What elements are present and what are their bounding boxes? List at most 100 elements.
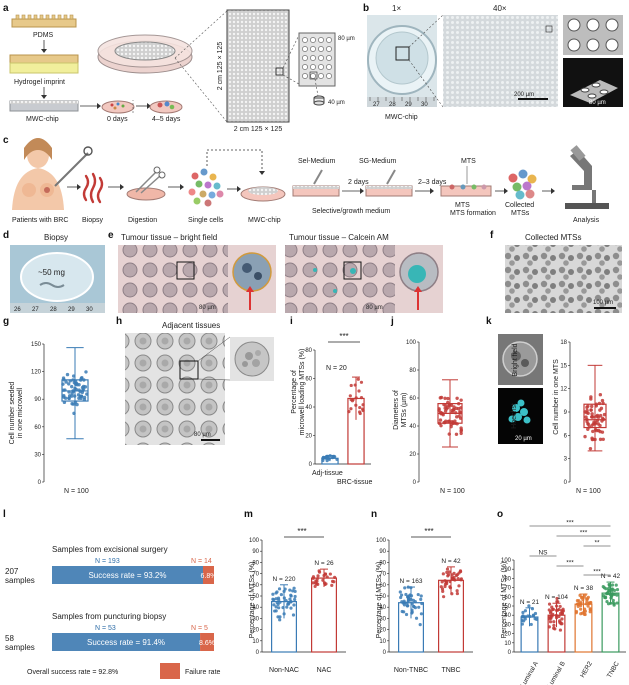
o-point [554, 604, 559, 608]
m-ytick-label: 90 [252, 549, 259, 555]
g-point [71, 378, 75, 382]
o-point [553, 627, 557, 631]
panel-label-e: e [108, 230, 114, 241]
failure-legend-swatch [160, 663, 180, 679]
o-point [607, 583, 612, 587]
o-xlabel: HER2 [579, 660, 594, 679]
l-success-segment [52, 633, 201, 651]
panel-c: c Patients with BRC Biopsy Digestion Sin… [3, 135, 609, 224]
j-ytick-label: 0 [413, 480, 417, 486]
l-title-2: Samples from puncturing biopsy [52, 612, 166, 621]
o-point [554, 613, 558, 618]
k-point [602, 412, 607, 417]
k-point [588, 446, 593, 451]
l-title-1: Samples from excisional surgery [52, 545, 168, 554]
o-ytick-label: 0 [508, 650, 512, 656]
n-ytick-label: 100 [376, 538, 387, 544]
k-ylabel: Cell number in one MTS [553, 359, 560, 435]
l-samples2-word: samples [5, 643, 35, 652]
o-n-label: N = 42 [601, 573, 621, 580]
j-point [438, 418, 443, 422]
o-point [520, 618, 524, 623]
i-point [328, 454, 332, 458]
m-sig: *** [297, 527, 306, 536]
g-point [62, 400, 67, 405]
o-n-label: N = 21 [520, 599, 540, 606]
g-point [83, 385, 88, 389]
g-ytick-label: 30 [34, 452, 41, 458]
j-point [438, 396, 443, 400]
k-point [594, 402, 599, 406]
k-ytick-label: 9 [564, 410, 568, 416]
o-sig-label: *** [566, 560, 574, 567]
o-point [548, 611, 553, 615]
m-ytick-label: 50 [252, 594, 259, 600]
m-point [325, 575, 329, 579]
j-point [438, 410, 443, 415]
step-biopsy: Biopsy [82, 217, 104, 224]
g-point [71, 374, 76, 378]
day0-label: 0 days [107, 116, 128, 123]
k-point [583, 410, 587, 414]
o-point [560, 609, 564, 614]
n-n-label: N = 163 [400, 578, 423, 585]
n-point [450, 592, 454, 596]
sg-medium-label: SG-Medium [359, 158, 397, 165]
n-point [404, 592, 408, 597]
g-ytick-label: 60 [34, 425, 41, 431]
n-point [405, 601, 409, 605]
d-ruler-4: 29 [68, 307, 75, 313]
o-point [584, 602, 588, 606]
j-ylabel-2: MTSs (µm) [401, 393, 408, 428]
e-title-calcein: Tumour tissue – Calcein AM [289, 233, 389, 242]
i-ytick-label: 0 [309, 462, 313, 468]
panel-label-c: c [3, 135, 9, 146]
j-point [457, 402, 461, 406]
panel-label-n: n [371, 509, 377, 520]
o-point [535, 617, 539, 622]
b-ruler-4: 30 [421, 102, 428, 108]
n-ytick-label: 10 [379, 639, 386, 645]
m-point [293, 589, 297, 594]
o-point [588, 608, 592, 612]
k-point [590, 404, 594, 409]
n-x2: TNBC [441, 667, 460, 674]
n-point [455, 589, 459, 593]
collected-mts-micrograph [505, 245, 622, 313]
h-scale: 80 µm [194, 432, 211, 438]
n-ytick-label: 80 [379, 560, 386, 566]
m-point [323, 572, 328, 576]
o-point [520, 622, 524, 626]
j-ytick-label: 40 [409, 424, 416, 430]
o-point [560, 617, 564, 621]
panel-k-images: 20 µm Bright field Hoechst [498, 334, 543, 444]
o-point [615, 601, 619, 605]
o-point [529, 622, 533, 627]
d-ruler-1: 26 [14, 307, 21, 313]
o-point [547, 608, 551, 612]
n-ytick-label: 30 [379, 616, 386, 622]
o-point [575, 599, 580, 603]
j-point [459, 426, 463, 430]
m-x2: NAC [317, 667, 332, 674]
m-point [281, 605, 285, 610]
m-point [289, 599, 293, 604]
o-point [604, 587, 608, 591]
n-point [442, 595, 446, 599]
step-collected-1: Collected [505, 202, 534, 209]
m-point [292, 603, 296, 607]
n-ytick-label: 70 [379, 572, 386, 578]
j-ytick-label: 60 [409, 396, 416, 402]
n-point [409, 586, 413, 590]
step-selective-medium: Selective/growth medium [312, 208, 390, 215]
l-success-text: Success rate = 91.4% [87, 638, 165, 647]
g-point [64, 380, 68, 384]
k-ytick-label: 6 [564, 433, 568, 439]
m-ytick-label: 70 [252, 572, 259, 578]
n-point [402, 601, 407, 605]
n-point [403, 586, 407, 590]
g-point [70, 391, 74, 396]
l-failure-text: 6.8% [201, 573, 217, 580]
n-point [439, 585, 443, 589]
m-point [282, 612, 286, 616]
